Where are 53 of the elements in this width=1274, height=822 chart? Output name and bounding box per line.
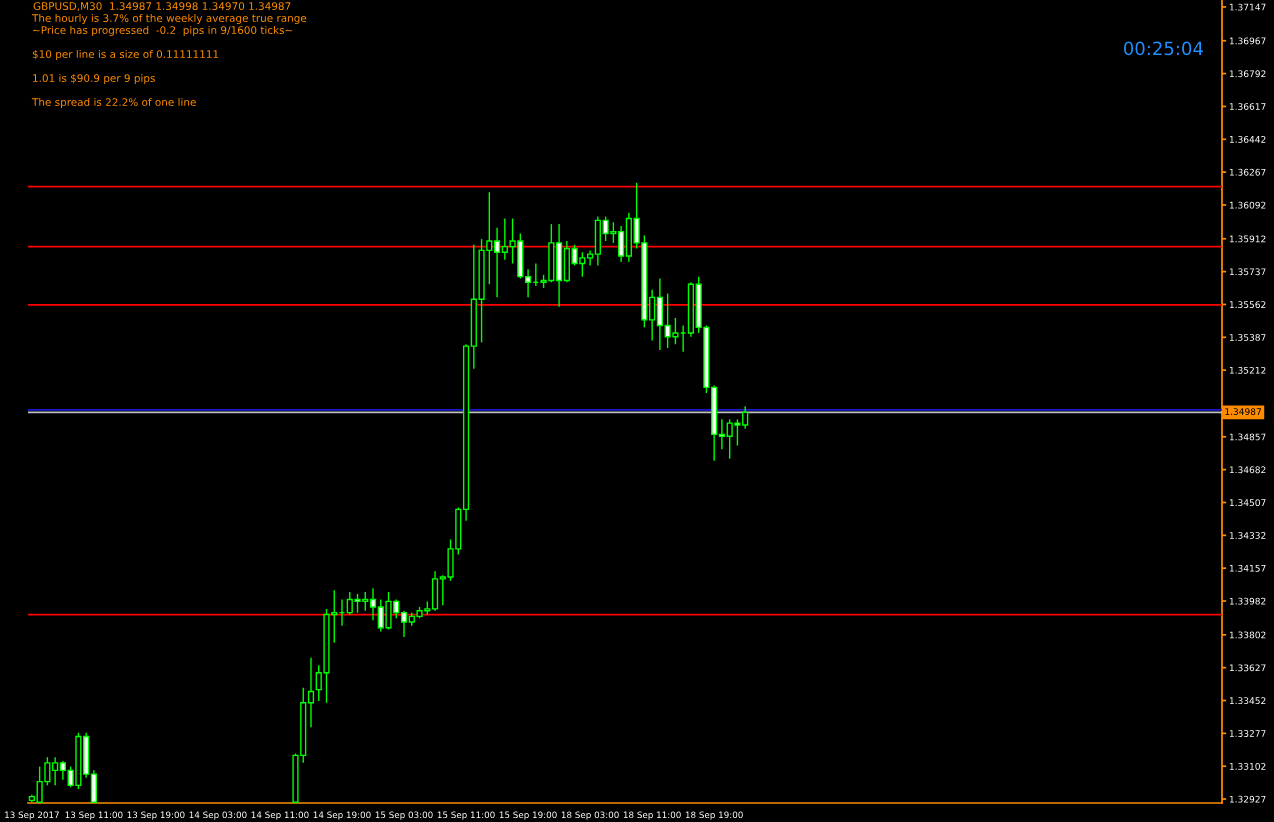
x-tick-label: 13 Sep 2017	[5, 811, 59, 820]
x-tick-label: 13 Sep 19:00	[127, 811, 185, 820]
chart-title: GBPUSD,M30 1.34987 1.34998 1.34970 1.34987	[33, 2, 291, 12]
y-tick-label: 1.36967	[1229, 37, 1266, 45]
y-tick-label: 1.32927	[1229, 795, 1266, 803]
y-tick-label: 1.35562	[1229, 301, 1266, 309]
x-tick-label: 18 Sep 03:00	[561, 811, 619, 820]
y-tick-label: 1.33452	[1229, 697, 1266, 705]
y-tick-label: 1.35912	[1229, 235, 1266, 243]
x-tick-label: 14 Sep 03:00	[189, 811, 247, 820]
candlestick	[369, 587, 377, 621]
y-tick-label: 1.33802	[1229, 631, 1266, 639]
y-tick-label: 1.36442	[1229, 136, 1266, 143]
ref-line-label: 1.34987	[1225, 408, 1261, 416]
x-tick-label: 14 Sep 11:00	[251, 811, 309, 820]
y-tick-label: 1.37147	[1229, 3, 1266, 11]
y-tick-label: 1.33277	[1229, 730, 1266, 737]
y-tick-label: 1.35737	[1229, 268, 1266, 276]
y-tick-label: 1.34157	[1229, 564, 1266, 572]
candlestick	[400, 610, 408, 638]
y-tick-label: 1.33627	[1229, 664, 1266, 672]
y-tick-label: 1.36267	[1229, 168, 1266, 176]
y-tick-label: 1.35212	[1229, 366, 1266, 374]
candlestick	[524, 268, 532, 299]
y-tick-label: 1.34857	[1229, 433, 1266, 441]
annotation: The hourly is 3.7% of the weekly average true range	[31, 13, 307, 25]
x-tick-label: 18 Sep 19:00	[685, 811, 743, 820]
candlestick	[307, 657, 315, 728]
y-tick-label: 1.36092	[1229, 201, 1266, 209]
y-tick-label: 1.34507	[1229, 499, 1266, 507]
y-tick-label: 1.36792	[1229, 70, 1266, 78]
y-tick-label: 1.36617	[1229, 103, 1266, 110]
x-tick-label: 15 Sep 03:00	[375, 811, 433, 820]
annotation: The spread is 22.2% of one line	[31, 97, 196, 109]
x-tick-label: 15 Sep 11:00	[437, 811, 495, 820]
candlestick	[493, 227, 501, 299]
candlestick	[649, 289, 656, 342]
text: 00:25:04	[1124, 41, 1203, 56]
candlestick	[59, 760, 66, 781]
annotation: $10 per line is a size of 0.11111111	[32, 49, 219, 61]
y-tick-label: 1.35387	[1229, 334, 1266, 341]
y-tick-label: 1.34332	[1229, 532, 1266, 539]
y-tick-label: 1.34682	[1229, 466, 1266, 474]
x-tick-label: 15 Sep 19:00	[499, 811, 557, 820]
annotation: ~Price has progressed -0.2 pips in 9/1600 ticks~	[33, 25, 293, 37]
y-tick-label: 1.33982	[1229, 597, 1266, 605]
annotation: 1.01 is $90.9 per 9 pips	[33, 73, 155, 85]
x-tick-label: 18 Sep 11:00	[623, 811, 681, 820]
x-tick-label: 14 Sep 19:00	[313, 811, 371, 820]
y-tick-label: 1.33102	[1229, 762, 1266, 770]
candlestick	[718, 418, 726, 451]
candlestick	[52, 756, 59, 787]
x-tick-label: 13 Sep 11:00	[65, 811, 123, 820]
